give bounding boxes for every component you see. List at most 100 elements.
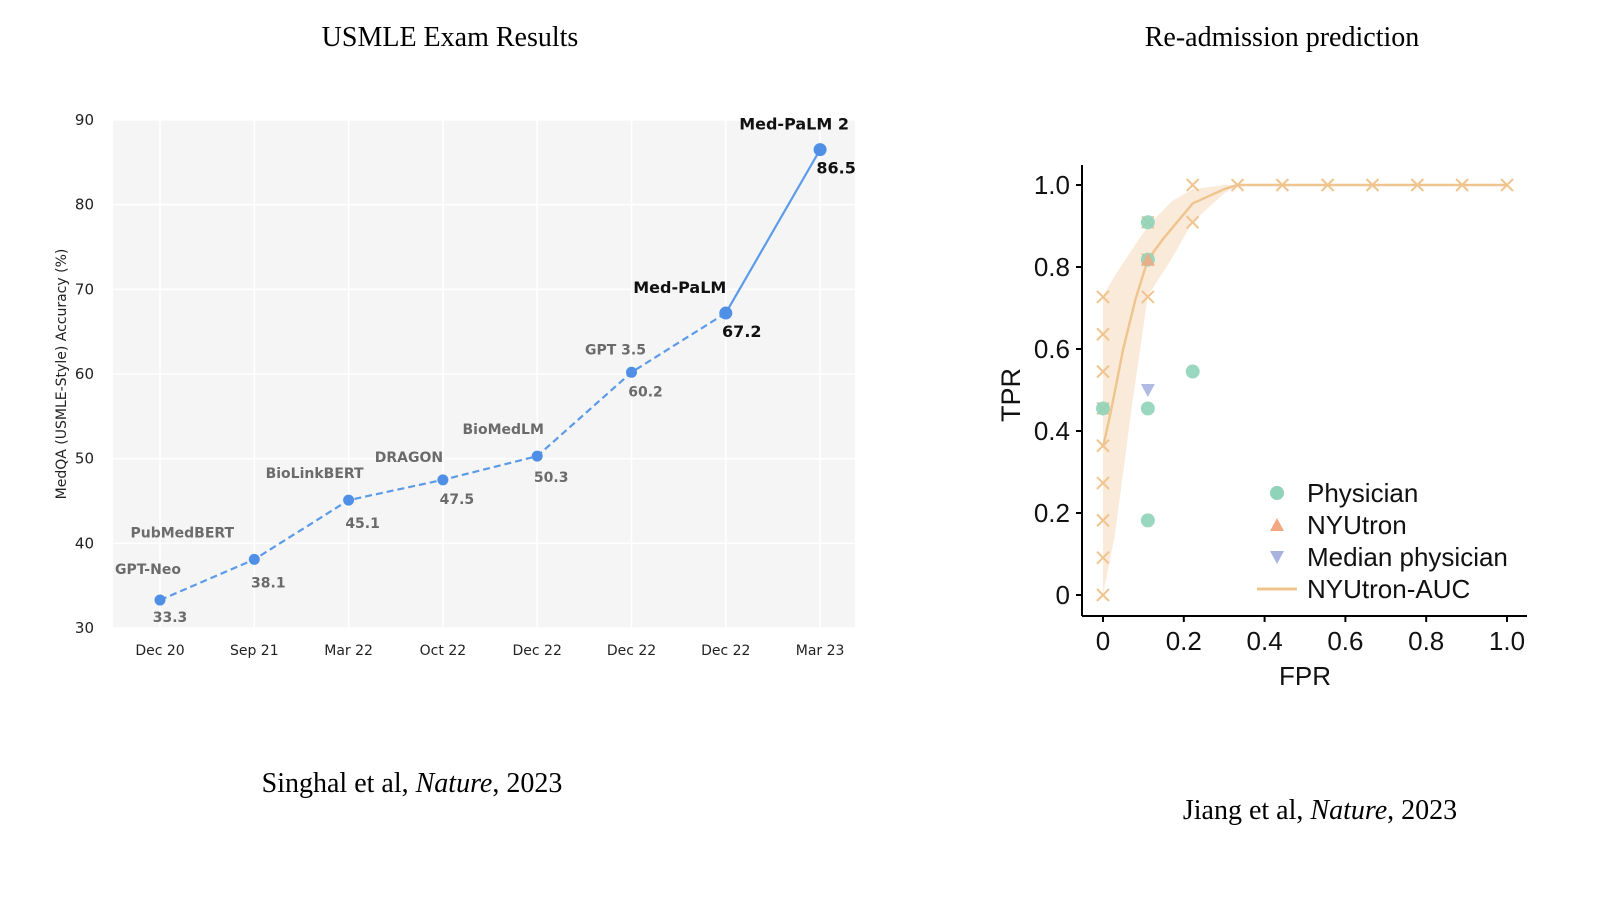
model-label: BioMedLM: [463, 422, 544, 438]
threshold-marker: [1141, 290, 1155, 304]
threshold-marker: [1320, 178, 1335, 192]
y-axis-label: TPR: [996, 368, 1026, 422]
x-tick-label: Dec 22: [701, 643, 750, 659]
threshold-marker: [1455, 178, 1469, 192]
left-citation-journal: Nature: [415, 768, 493, 799]
value-label: 67.2: [722, 322, 761, 341]
left-chart-title: USMLE Exam Results: [321, 22, 579, 53]
y-tick-label: 0: [1056, 580, 1070, 610]
data-point: [154, 594, 166, 606]
x-tick-label: 0: [1096, 626, 1110, 656]
y-tick-label: 50: [75, 450, 94, 468]
data-point: [248, 553, 260, 565]
threshold-marker: [1096, 476, 1110, 490]
legend-label: Physician: [1307, 478, 1418, 508]
threshold-marker: [1096, 327, 1110, 341]
x-tick-label: Sep 21: [230, 643, 279, 659]
physician-point: [1185, 364, 1200, 379]
physician-point: [1140, 215, 1155, 230]
value-label: 47.5: [440, 492, 475, 508]
y-tick-label: 60: [75, 365, 94, 383]
right-citation: Jiang et al, Nature, 2023: [1183, 795, 1457, 827]
data-point: [343, 494, 355, 506]
data-point: [719, 306, 733, 320]
left-citation-authors: Singhal et al,: [261, 768, 416, 799]
nyutron-point: [1140, 252, 1155, 266]
y-tick-label: 30: [75, 619, 94, 637]
usmle-line-chart: 30 40 50 60 70 80 90 Dec 20 Sep 21 Mar 22 Oct 22 De…: [54, 111, 856, 659]
x-tick-label: 0.6: [1327, 626, 1363, 656]
y-tick-label: 0.8: [1034, 252, 1070, 282]
data-point: [437, 474, 449, 486]
threshold-marker: [1096, 364, 1110, 379]
y-axis-label: MedQA (USMLE-Style) Accuracy (%): [54, 249, 70, 500]
model-label: BioLinkBERT: [266, 466, 364, 482]
left-citation: Singhal et al, Nature, 2023: [262, 768, 563, 800]
legend-label: NYUtron-AUC: [1307, 574, 1470, 604]
threshold-marker: [1275, 178, 1290, 192]
threshold-marker: [1410, 178, 1425, 192]
value-label: 86.5: [816, 159, 855, 178]
threshold-marker: [1096, 550, 1110, 565]
right-chart-title: Re-admission prediction: [1144, 22, 1420, 53]
right-citation-year: , 2023: [1387, 795, 1458, 826]
legend-label: NYUtron: [1307, 510, 1407, 540]
value-label: 50.3: [534, 470, 569, 486]
physician-point: [1096, 401, 1110, 416]
right-citation-authors: Jiang et al,: [1182, 795, 1311, 826]
x-tick-label: Dec 20: [135, 643, 184, 659]
legend-nyutron-marker: [1270, 518, 1284, 531]
data-point: [626, 366, 637, 378]
model-label: PubMedBERT: [130, 525, 234, 541]
model-label: GPT-Neo: [115, 562, 181, 578]
x-tick-label: Dec 22: [513, 643, 562, 659]
y-tick-label: 90: [75, 111, 94, 129]
readmission-roc-chart: 00 0.2 0.2 0.4 0.4 0.6 0.6 0.8 0.8 1.0 1.0 FPR TPR Ph…: [996, 165, 1527, 691]
x-tick-label: 0.4: [1247, 626, 1283, 656]
legend-label: Median physician: [1307, 542, 1508, 572]
value-label: 45.1: [345, 516, 380, 532]
model-label: Med-PaLM: [633, 278, 726, 297]
data-point: [813, 143, 827, 157]
threshold-marker: [1185, 215, 1200, 230]
y-tick-label: 0.6: [1034, 334, 1070, 364]
value-label: 60.2: [628, 384, 663, 400]
left-citation-year: , 2023: [492, 768, 563, 799]
x-tick-label: Oct 22: [420, 643, 466, 659]
series-line-solid: [724, 149, 822, 314]
model-label: Med-PaLM 2: [739, 115, 849, 134]
auc-confidence-band: [1103, 185, 1238, 595]
model-label: DRAGON: [375, 450, 443, 466]
x-tick-label: Mar 23: [796, 643, 845, 659]
y-tick-label: 0.4: [1034, 416, 1070, 446]
data-point: [531, 450, 543, 462]
right-citation-journal: Nature: [1310, 795, 1388, 826]
threshold-marker: [1230, 178, 1245, 192]
threshold-marker: [1096, 588, 1110, 602]
legend-median-physician-marker: [1270, 551, 1284, 564]
threshold-marker: [1185, 178, 1200, 192]
model-label: GPT 3.5: [585, 342, 646, 358]
legend-physician-marker: [1270, 486, 1284, 500]
threshold-marker: [1365, 178, 1380, 192]
y-tick-label: 70: [75, 280, 94, 298]
threshold-marker: [1500, 178, 1514, 192]
auc-curve: [1101, 183, 1507, 448]
y-tick-label: 0.2: [1034, 498, 1070, 528]
x-tick-label: 0.8: [1408, 626, 1444, 656]
threshold-marker: [1096, 513, 1110, 528]
threshold-marker: [1096, 439, 1110, 453]
value-label: 38.1: [251, 575, 286, 591]
x-axis-label: FPR: [1279, 661, 1331, 691]
y-tick-label: 80: [75, 196, 94, 214]
x-tick-label: 0.2: [1166, 626, 1202, 656]
threshold-marker: [1096, 290, 1110, 304]
y-tick-label: 1.0: [1034, 170, 1070, 200]
value-label: 33.3: [153, 610, 188, 626]
x-tick-label: 1.0: [1489, 626, 1525, 656]
physician-point: [1140, 513, 1155, 528]
y-tick-label: 40: [75, 534, 94, 552]
median-physician-point: [1140, 384, 1155, 397]
x-tick-label: Dec 22: [607, 643, 656, 659]
x-tick-label: Mar 22: [324, 643, 373, 659]
